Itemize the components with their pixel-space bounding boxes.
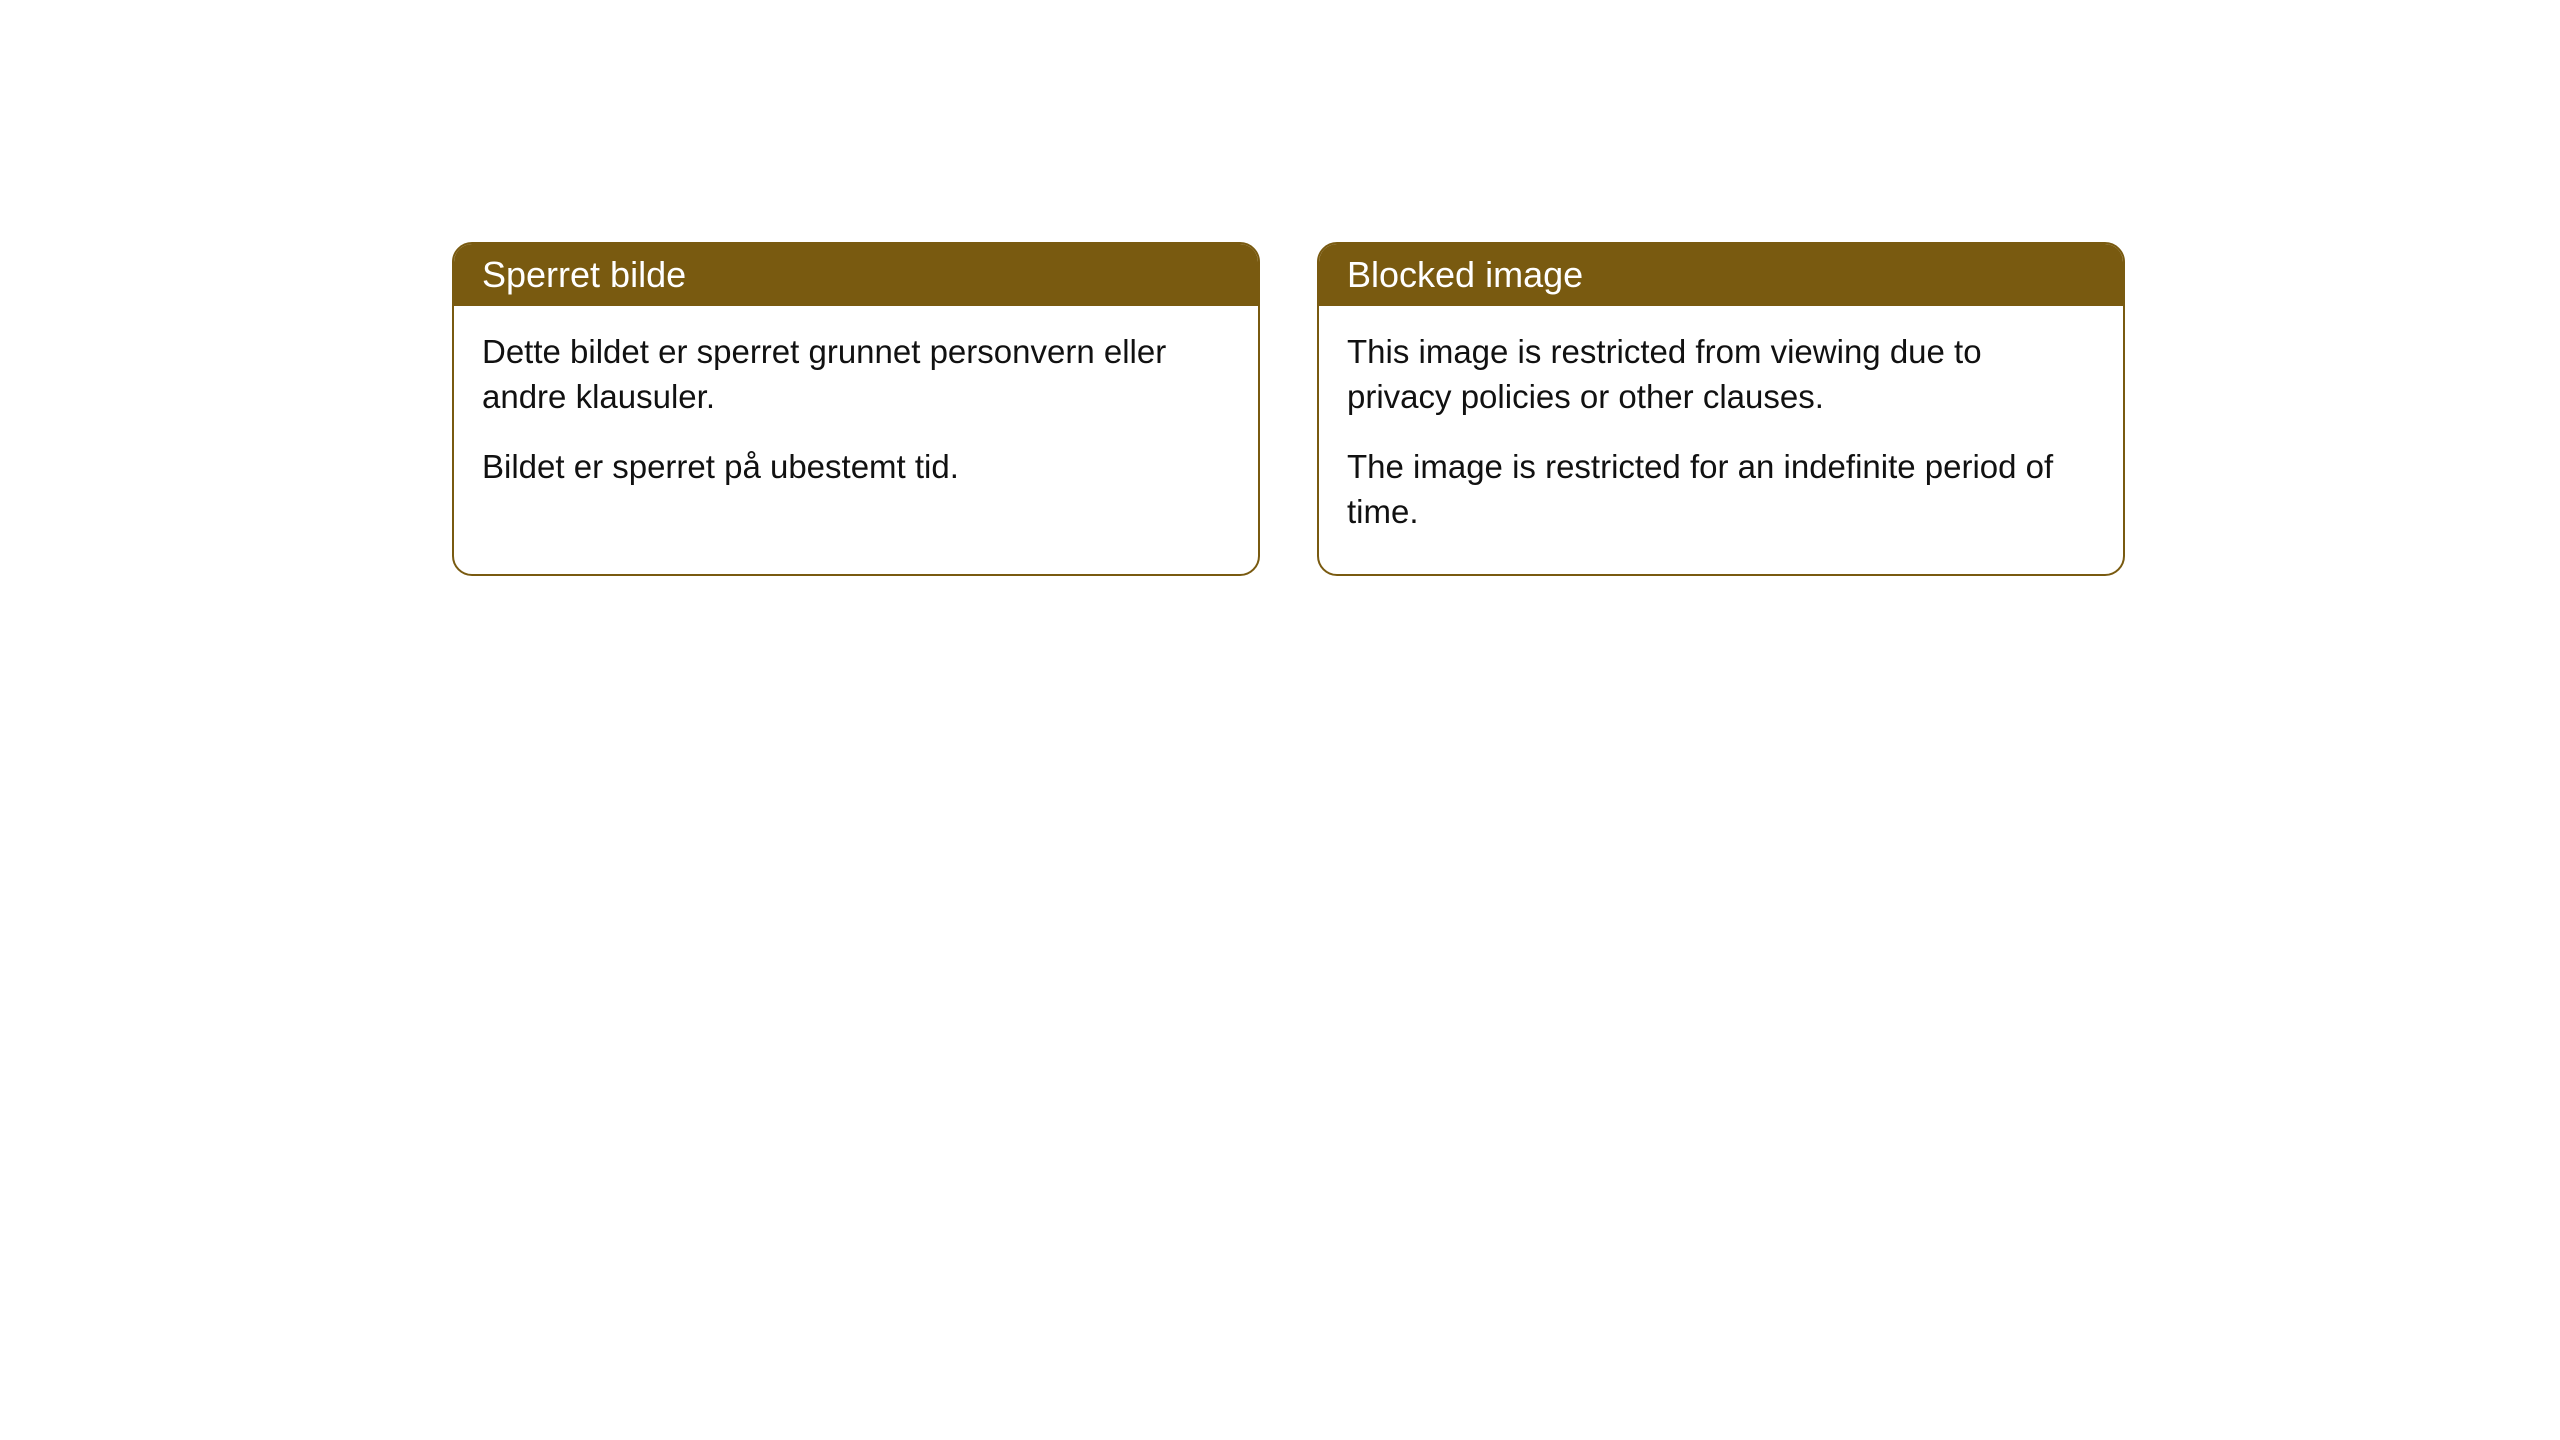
notice-card-english: Blocked image This image is restricted f… [1317, 242, 2125, 576]
card-para2-english: The image is restricted for an indefinit… [1347, 445, 2095, 534]
card-header-norwegian: Sperret bilde [454, 244, 1258, 306]
card-header-english: Blocked image [1319, 244, 2123, 306]
notice-card-norwegian: Sperret bilde Dette bildet er sperret gr… [452, 242, 1260, 576]
card-para1-english: This image is restricted from viewing du… [1347, 330, 2095, 419]
card-title-norwegian: Sperret bilde [482, 254, 686, 295]
card-para2-norwegian: Bildet er sperret på ubestemt tid. [482, 445, 1230, 490]
card-body-english: This image is restricted from viewing du… [1319, 306, 2123, 574]
card-body-norwegian: Dette bildet er sperret grunnet personve… [454, 306, 1258, 530]
card-para1-norwegian: Dette bildet er sperret grunnet personve… [482, 330, 1230, 419]
card-title-english: Blocked image [1347, 254, 1583, 295]
notice-cards-container: Sperret bilde Dette bildet er sperret gr… [452, 242, 2560, 576]
